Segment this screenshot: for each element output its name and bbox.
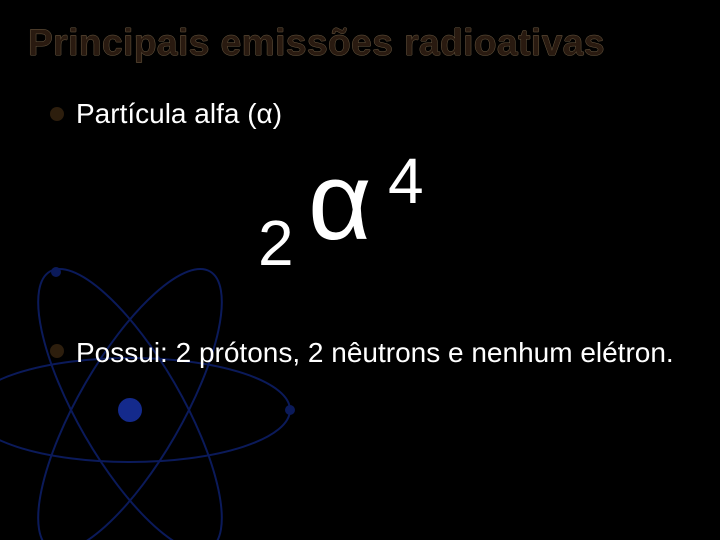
bullet-dot-icon (50, 344, 64, 358)
formula-subscript: 2 (258, 206, 294, 280)
bullet-dot-icon (50, 107, 64, 121)
formula-symbol: α (308, 138, 372, 265)
bullet-item-alpha: Partícula alfa (α) (50, 98, 692, 130)
bullet-text: Possui: 2 prótons, 2 nêutrons e nenhum e… (76, 334, 674, 372)
formula-superscript: 4 (388, 144, 424, 218)
bullet-text: Partícula alfa (α) (76, 98, 282, 130)
bullet-item-composition: Possui: 2 prótons, 2 nêutrons e nenhum e… (50, 334, 692, 372)
alpha-formula: 2 α 4 (248, 148, 468, 288)
slide-content: Principais emissões radioativas Partícul… (0, 0, 720, 394)
slide-title: Principais emissões radioativas (28, 22, 692, 64)
